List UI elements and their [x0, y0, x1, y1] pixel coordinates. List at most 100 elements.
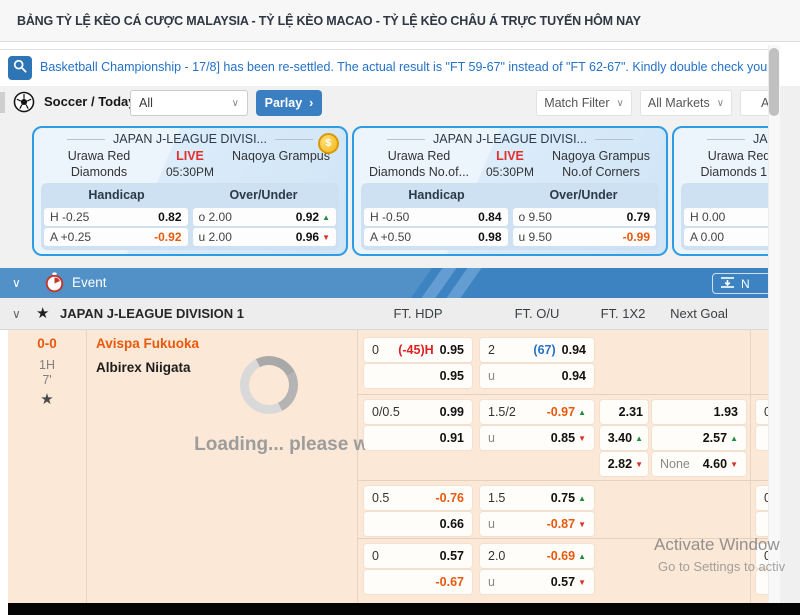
home-team: Urawa Red Diamonds 1...	[700, 149, 778, 179]
odds-value: 4.60	[702, 457, 728, 471]
odds-cell[interactable]: u 9.50 -0.99	[512, 228, 656, 246]
odds-line: H -0.25	[50, 210, 90, 224]
sport-breadcrumb: Soccer / Today	[44, 94, 136, 109]
odds-cell-hdp[interactable]: 0.91	[364, 426, 472, 450]
league-select-value: All	[139, 96, 153, 110]
odds-cell-ou[interactable]: u -0.87 ▼	[480, 512, 594, 536]
odds-line: 0	[372, 343, 379, 357]
odds-value: 0.99	[439, 405, 464, 419]
search-icon	[13, 59, 27, 78]
loading-text: Loading... please wait.	[194, 434, 396, 455]
collapse-league-chevron[interactable]: ∨	[12, 307, 21, 321]
left-tab-strip	[0, 92, 5, 113]
odds-cell-1x2[interactable]: 3.40 ▲	[600, 426, 648, 450]
odds-cell-ou[interactable]: u 0.57 ▼	[480, 570, 594, 594]
odds-line: H -0.50	[370, 210, 410, 224]
odds-value: -0.69	[546, 549, 576, 563]
card-league-header: JAPAN J-LEAGUE DIVISI...	[34, 132, 346, 146]
league-group-row[interactable]	[0, 298, 780, 330]
match-minute: 7'	[42, 373, 52, 387]
card-teams: Urawa Red Diamonds LIVE 05:30PM Naqoya G…	[34, 149, 346, 180]
odds-value: 0.66	[439, 517, 464, 531]
away-team: Nagoya Grampus No.of Corners	[552, 149, 650, 179]
odds-line: A +0.25	[50, 230, 92, 244]
odds-cell[interactable]: H -0.25 0.82	[44, 208, 188, 226]
kickoff-time: 05:30PM	[485, 164, 535, 179]
odds-down-icon: ▼	[578, 433, 586, 443]
search-button[interactable]	[8, 56, 32, 80]
odds-cell-hdp[interactable]: 0 (-45)H 0.95	[364, 338, 472, 362]
odds-value: 0.95	[439, 369, 464, 383]
odds-value: 0.57	[550, 575, 576, 589]
odds-cell-hdp[interactable]: 0.95	[364, 364, 472, 388]
parlay-button[interactable]: Parlay ›	[256, 90, 322, 116]
favorite-star-icon[interactable]: ★	[40, 391, 54, 408]
odds-cell-hdp[interactable]: 0.5 -0.76	[364, 486, 472, 510]
home-team-name[interactable]: Avispa Fukuoka	[96, 336, 200, 351]
odds-cell[interactable]: A +0.25 -0.92	[44, 228, 188, 246]
match-filter-button[interactable]: Match Filter ∨	[536, 90, 632, 116]
odds-cell-next-goal[interactable]: 2.57 ▲	[652, 426, 746, 450]
odds-cell-ou[interactable]: 1.5/2 -0.97 ▲	[480, 400, 594, 424]
divider	[387, 138, 425, 140]
odds-line: u	[488, 575, 495, 589]
live-score: 0-0	[37, 336, 57, 351]
odds-cell-hdp[interactable]: 0.66	[364, 512, 472, 536]
all-markets-button[interactable]: All Markets ∨	[640, 90, 732, 116]
divider	[594, 138, 633, 140]
odds-cell[interactable]: A +0.50 0.98	[364, 228, 508, 246]
odds-cell-ou[interactable]: 1.5 0.75 ▲	[480, 486, 594, 510]
odds-line: H 0.00	[690, 210, 726, 224]
odds-cell-ou[interactable]: 2 (67) 0.94	[480, 338, 594, 362]
odds-value: -0.99	[622, 230, 650, 244]
odds-up-icon: ▲	[322, 212, 330, 222]
odds-line: 0	[764, 405, 771, 419]
parlay-label: Parlay	[264, 96, 303, 110]
odds-cell[interactable]: o 9.50 0.79	[512, 208, 656, 226]
scrollbar-thumb[interactable]	[769, 48, 779, 116]
odds-value: 0.95	[439, 343, 464, 357]
odds-cell[interactable]: H -0.50 0.84	[364, 208, 508, 226]
odds-value: 0.98	[478, 230, 502, 244]
column-header-ft-ou: FT. O/U	[514, 306, 560, 321]
odds-value: -0.92	[154, 230, 182, 244]
odds-line: 1.5	[488, 491, 506, 505]
odds-cell-hdp[interactable]: 0 0.57	[364, 544, 472, 568]
collapse-section-chevron[interactable]: ∨	[12, 276, 21, 290]
odds-cell-1x2[interactable]: 2.82 ▼	[600, 452, 648, 476]
odds-line: 0/0.5	[372, 405, 400, 419]
odds-cell-1x2[interactable]: 2.31	[600, 400, 648, 424]
odds-cell[interactable]: H 0.00	[684, 208, 780, 226]
odds-cell-hdp[interactable]: -0.67	[364, 570, 472, 594]
odds-cell-ou[interactable]: u 0.94	[480, 364, 594, 388]
right-margin	[780, 86, 800, 603]
odds-line: A 0.00	[690, 230, 725, 244]
league-select[interactable]: All ∨	[130, 90, 248, 116]
odds-cell-next-goal[interactable]: None 4.60 ▼	[652, 452, 746, 476]
row-divider	[357, 480, 780, 481]
league-favorite-star-icon[interactable]: ★	[36, 305, 50, 322]
odds-value: 2.82	[607, 457, 633, 471]
stopwatch-icon	[44, 272, 65, 298]
odds-down-icon: ▼	[730, 459, 738, 469]
odds-line: u 9.50	[518, 230, 552, 244]
odds-cell-ou[interactable]: u 0.85 ▼	[480, 426, 594, 450]
soccer-ball-icon	[13, 91, 35, 118]
away-team-name[interactable]: Albirex Niigata	[96, 360, 191, 375]
home-team: Urawa Red Diamonds	[67, 149, 131, 179]
odds-value: 0.57	[439, 549, 464, 563]
event-bar-stripe	[0, 268, 432, 298]
odds-cell[interactable]: A 0.00	[684, 228, 780, 246]
odds-down-icon: ▼	[322, 232, 330, 242]
odds-cell-hdp[interactable]: 0/0.5 0.99	[364, 400, 472, 424]
event-bar-title: Event	[72, 275, 107, 290]
chevron-down-icon: ∨	[716, 97, 725, 109]
display-mode-button[interactable]: N	[712, 273, 772, 294]
odds-cell-ou[interactable]: 2.0 -0.69 ▲	[480, 544, 594, 568]
vertical-scrollbar[interactable]	[768, 45, 780, 603]
column-header-next-goal: Next Goal	[670, 306, 728, 321]
over-under-header: Over/Under	[549, 188, 618, 202]
odds-cell[interactable]: u 2.00 0.96 ▼	[192, 228, 336, 246]
odds-cell[interactable]: o 2.00 0.92 ▲	[192, 208, 336, 226]
odds-cell-next-goal[interactable]: 1.93	[652, 400, 746, 424]
